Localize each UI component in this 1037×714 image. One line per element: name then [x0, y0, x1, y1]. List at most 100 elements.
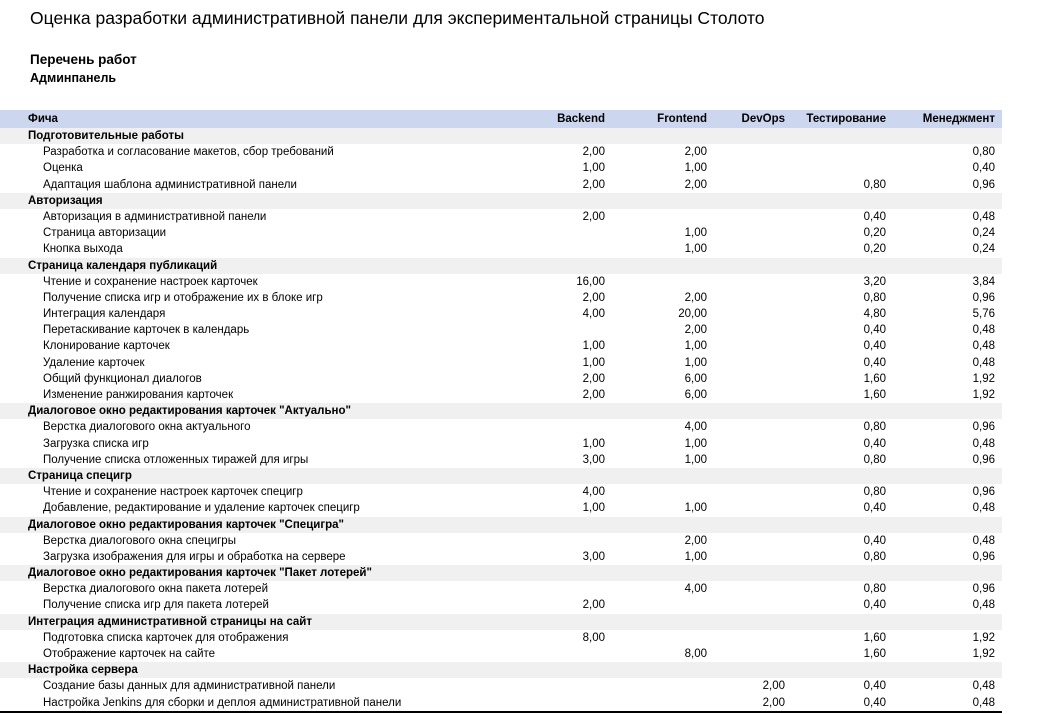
task-name: Верстка диалогового окна актуального: [43, 421, 251, 434]
value-cell-management: 0,48: [972, 534, 995, 547]
task-row: Получение списка игр и отображение их в …: [0, 289, 1002, 307]
value-cell-testing: 0,40: [863, 680, 886, 693]
value-cell-testing: 0,40: [863, 534, 886, 547]
value-cell-backend: 4,00: [582, 486, 605, 499]
value-cell-frontend: 1,00: [684, 356, 707, 369]
column-header-management: Менеджмент: [922, 113, 995, 125]
value-cell-frontend: 20,00: [678, 308, 707, 321]
task-row: Авторизация в административной панели 2,0…: [0, 208, 1002, 226]
task-row: Верстка диалогового окна актуального 4,00…: [0, 419, 1002, 436]
value-cell-backend: 8,00: [582, 631, 605, 644]
value-cell-testing: 0,40: [863, 356, 886, 369]
value-cell-backend: 1,00: [582, 340, 605, 353]
value-cell-frontend: 6,00: [684, 372, 707, 385]
value-cell-management: 0,80: [972, 146, 995, 159]
value-cell-management: 1,92: [972, 372, 995, 385]
task-name: Чтение и сохранение настроек карточек: [43, 275, 258, 288]
value-cell-management: 0,48: [972, 599, 995, 612]
value-cell-management: 0,48: [972, 437, 995, 450]
row-margin-cell: [0, 533, 22, 549]
work-table: # Фича Backend Frontend DevOps Тестирова…: [0, 110, 1002, 713]
task-name: Подготовка списка карточек для отображен…: [43, 631, 289, 644]
column-header-devops: DevOps: [741, 113, 785, 125]
value-cell-frontend: 2,00: [684, 324, 707, 337]
value-cell-testing: 0,40: [863, 340, 886, 353]
task-row: Настройка Jenkins для сборки и деплоя ад…: [0, 694, 1002, 711]
task-name: Перетаскивание карточек в календарь: [43, 324, 250, 337]
value-cell-testing: 1,60: [863, 372, 886, 385]
value-cell-backend: [540, 225, 612, 241]
row-margin-cell: [0, 517, 22, 533]
section-name: Страница специгр: [28, 469, 132, 482]
value-cell-management: 0,48: [972, 340, 995, 353]
value-cell-frontend: [612, 597, 713, 613]
task-row: Чтение и сохранение настроек карточек 16,…: [0, 273, 1002, 290]
value-cell-testing: 0,80: [863, 178, 886, 191]
row-margin-cell: [0, 484, 22, 500]
value-cell-frontend: [612, 630, 713, 646]
task-row: Разработка и согласование макетов, сбор …: [0, 144, 1002, 161]
value-cell-management: 0,48: [972, 680, 995, 693]
value-cell-devops: [713, 500, 786, 516]
column-header-backend: Backend: [557, 113, 605, 125]
value-cell-management: 1,92: [972, 631, 995, 644]
value-cell-frontend: 6,00: [684, 389, 707, 401]
value-cell-devops: 2,00: [762, 680, 785, 693]
task-name: Создание базы данных для административно…: [43, 680, 336, 693]
row-margin-cell: [0, 630, 22, 646]
value-cell-testing: 4,80: [863, 308, 886, 321]
value-cell-management: 1,92: [972, 389, 995, 401]
task-name: Кнопка выхода: [43, 243, 123, 256]
corner-cell: #: [0, 110, 22, 128]
value-cell-management: 0,96: [972, 421, 995, 434]
section-row: Диалоговое окно редактирования карточек …: [0, 403, 1002, 420]
task-row: Чтение и сохранение настроек карточек сп…: [0, 484, 1002, 501]
task-row: Кнопка выхода 1,00 0,20 0,24: [0, 241, 1002, 258]
task-name: Разработка и согласование макетов, сбор …: [43, 146, 334, 159]
section-name: Диалоговое окно редактирования карточек …: [28, 405, 351, 418]
task-name: Чтение и сохранение настроек карточек сп…: [43, 486, 303, 499]
column-header-feature: Фича: [28, 113, 58, 125]
row-margin-cell: [0, 419, 22, 435]
task-row: Интеграция календаря 4,00 20,00 4,80 5,76: [0, 306, 1002, 323]
value-cell-devops: [713, 160, 786, 176]
value-cell-frontend: 2,00: [684, 146, 707, 159]
row-margin-cell: [0, 695, 22, 711]
value-cell-frontend: 2,00: [684, 178, 707, 191]
page-title: Оценка разработки административной панел…: [30, 8, 765, 28]
value-cell-frontend: [612, 695, 713, 711]
value-cell-backend: 1,00: [582, 162, 605, 175]
task-row: Верстка диалогового окна специгры 2,00 0,4…: [0, 532, 1002, 549]
value-cell-backend: 1,00: [582, 502, 605, 515]
value-cell-frontend: [612, 274, 713, 290]
task-name: Получение списка игр и отображение их в …: [43, 291, 323, 304]
value-cell-backend: 2,00: [582, 178, 605, 191]
value-cell-frontend: 1,00: [684, 453, 707, 466]
task-name: Оценка: [43, 162, 83, 175]
value-cell-frontend: 1,00: [684, 437, 707, 450]
value-cell-management: 0,96: [972, 291, 995, 304]
value-cell-testing: 0,80: [863, 291, 886, 304]
value-cell-management: 0,96: [972, 453, 995, 466]
value-cell-frontend: 4,00: [684, 583, 707, 596]
task-name: Адаптация шаблона административной панел…: [43, 178, 297, 191]
task-name: Общий функционал диалогов: [43, 372, 202, 385]
row-margin-cell: [0, 274, 22, 290]
row-margin-cell: [0, 662, 22, 678]
row-margin-cell: [0, 436, 22, 452]
value-cell-frontend: [612, 484, 713, 500]
task-name: Клонирование карточек: [43, 340, 170, 353]
value-cell-testing: 0,40: [863, 502, 886, 515]
row-margin-cell: [0, 678, 22, 694]
value-cell-management: 5,76: [972, 308, 995, 321]
row-margin-cell: [0, 646, 22, 662]
value-cell-management: 0,96: [972, 550, 995, 563]
value-cell-frontend: 1,00: [684, 340, 707, 353]
value-cell-frontend: [612, 678, 713, 694]
value-cell-devops: [713, 306, 786, 322]
row-margin-cell: [0, 614, 22, 630]
value-cell-testing: [786, 144, 886, 160]
row-margin-cell: [0, 241, 22, 257]
value-cell-testing: 1,60: [863, 648, 886, 660]
